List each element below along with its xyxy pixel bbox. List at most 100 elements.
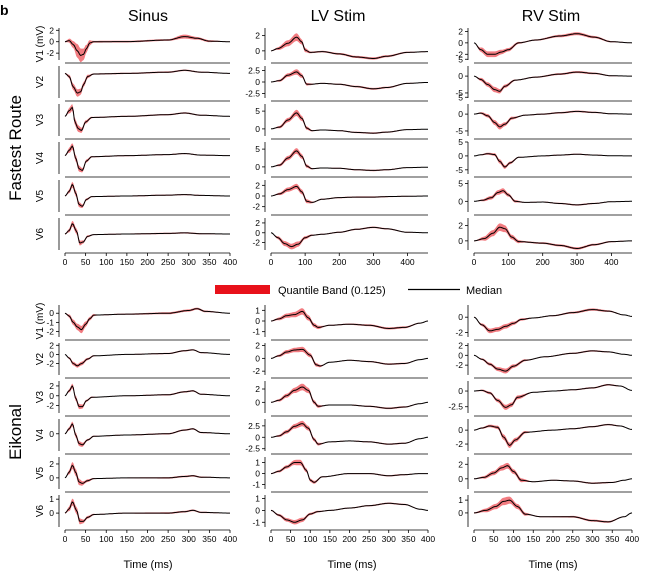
lead-row-v4: -20	[455, 419, 632, 455]
y-tick-label: 2	[458, 221, 463, 231]
median-line-v1	[64, 36, 230, 56]
lead-label-v6: V6	[35, 504, 46, 517]
x-tick-label: 100	[298, 257, 312, 267]
median-line-v4	[474, 153, 632, 168]
lead-row-v3: -2.5 0	[448, 381, 633, 417]
quantile-band-v2	[474, 350, 632, 374]
y-tick-label: -2	[46, 48, 54, 58]
x-tick-label: 350	[202, 534, 216, 544]
y-tick-label: 0	[458, 151, 463, 161]
median-line-v3	[270, 386, 429, 409]
quantile-band-v6	[271, 502, 428, 525]
y-tick-label: -2	[46, 327, 54, 337]
y-tick-label: 0	[255, 191, 260, 201]
lead-label-v4: V4	[35, 151, 46, 164]
y-tick-label: -1	[46, 317, 54, 327]
x-tick-label: 50	[81, 534, 91, 544]
y-tick-label: 2	[458, 26, 463, 36]
quantile-band-v5	[65, 181, 230, 208]
lead-row-v2: -202	[455, 340, 632, 379]
quantile-band-v5	[474, 188, 632, 206]
y-tick-label: 1	[255, 458, 260, 468]
median-line-v6	[473, 226, 632, 249]
lead-label-v4: V4	[35, 428, 46, 441]
x-tick-label: 400	[625, 534, 639, 544]
lead-row-v6: 0 1 0 50 100 150 200 250 300 350 400	[458, 495, 639, 544]
quantile-band-v1	[271, 33, 428, 60]
y-tick-label: 2.5	[248, 66, 260, 76]
x-tick-label: 50	[81, 257, 91, 267]
x-tick-label: 400	[421, 534, 435, 544]
x-tick-label: 50	[286, 534, 296, 544]
lead-row-v4: V4	[35, 142, 230, 178]
y-tick-label: 1	[255, 494, 260, 504]
y-tick-label: 0	[458, 236, 463, 246]
lead-label-v1: V1 (mV)	[35, 303, 46, 340]
x-axis-label-lv-stim: Time (ms)	[327, 559, 376, 571]
x-tick-label: 100	[506, 534, 520, 544]
median-line-v1	[270, 310, 429, 329]
y-tick-label: 0	[255, 397, 260, 407]
y-tick-label: 2	[49, 459, 54, 469]
y-tick-label: 5	[255, 144, 260, 154]
y-tick-label: -2	[46, 401, 54, 411]
y-tick-label: 2	[255, 31, 260, 41]
lead-row-v4: -5 0 5	[455, 137, 632, 178]
lead-row-v2: V2 -202	[35, 340, 230, 379]
x-tick-label: 150	[526, 534, 540, 544]
median-line-v2	[64, 69, 230, 94]
x-tick-label: 300	[366, 257, 380, 267]
x-tick-label: 100	[99, 257, 113, 267]
x-tick-label: 300	[382, 534, 396, 544]
x-tick-label: 150	[120, 257, 134, 267]
lead-row-v4: 05	[255, 142, 428, 178]
quantile-band-v6	[474, 223, 632, 250]
x-tick-label: 300	[570, 257, 584, 267]
y-tick-label: 5	[458, 92, 463, 102]
lead-row-v5: 02	[458, 457, 633, 493]
y-tick-label: -2	[455, 327, 463, 337]
lead-row-v1: -20 2	[455, 26, 633, 64]
median-line-v1	[270, 36, 428, 59]
y-tick-label: 0	[49, 429, 54, 439]
x-axis-label-rv-stim: Time (ms)	[528, 559, 577, 571]
median-line-v5	[270, 462, 428, 483]
median-line-v2	[473, 71, 632, 92]
quantile-band-v5	[271, 459, 428, 484]
quantile-band-v4	[65, 143, 230, 173]
y-tick-label: 0	[255, 432, 260, 442]
median-line-v4	[64, 145, 230, 171]
x-tick-label: 100	[501, 257, 515, 267]
y-tick-label: 1	[458, 495, 463, 505]
y-tick-label: -2.5	[245, 444, 260, 454]
quantile-band-v2	[65, 69, 230, 97]
median-line-v5	[64, 464, 230, 484]
median-line-v5	[270, 185, 428, 203]
median-line-v4	[473, 424, 632, 446]
y-tick-label: -2	[252, 202, 260, 212]
y-tick-label: 2	[255, 218, 260, 228]
x-tick-label: 150	[323, 534, 337, 544]
lead-row-v2: -2.502.5	[245, 66, 428, 102]
column-title-rv-stim: RV Stim	[522, 8, 580, 25]
x-tick-label: 350	[401, 534, 415, 544]
lead-row-v4: V4 0	[35, 419, 230, 455]
legend: Quantile Band (0.125) Median	[215, 285, 502, 297]
lead-row-v3: 02	[255, 381, 429, 417]
x-tick-label: 300	[182, 534, 196, 544]
y-tick-label: 0	[255, 353, 260, 363]
lead-row-v1: V1 (mV) -20 2	[35, 25, 230, 64]
y-tick-label: -5	[455, 126, 463, 136]
y-tick-label: 0	[458, 109, 463, 119]
median-line-v3	[270, 112, 428, 134]
median-line-v3	[64, 385, 230, 408]
quantile-band-v3	[65, 383, 230, 410]
lead-row-v5: -101	[252, 457, 428, 493]
median-line-v4	[64, 423, 230, 446]
y-tick-label: 2	[255, 384, 260, 394]
x-tick-label: 250	[566, 534, 580, 544]
x-tick-label: 400	[223, 257, 237, 267]
y-tick-label: 0	[255, 316, 260, 326]
